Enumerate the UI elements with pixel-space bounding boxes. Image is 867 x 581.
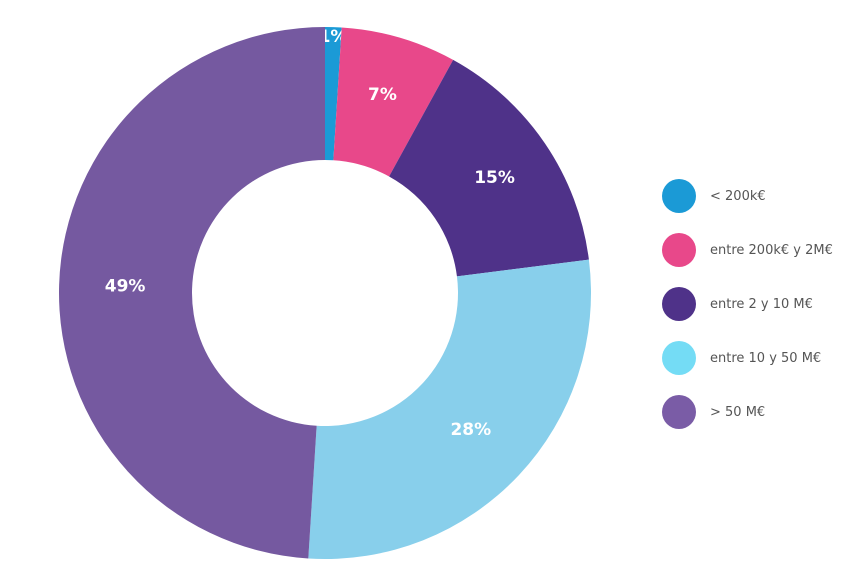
legend: < 200k€ entre 200k€ y 2M€ entre 2 y 10 M…	[662, 178, 833, 448]
legend-label: entre 200k€ y 2M€	[710, 242, 833, 258]
legend-swatch	[662, 179, 696, 213]
slice-label: 49%	[105, 277, 146, 297]
slice-label: 7%	[368, 85, 397, 105]
legend-label: entre 10 y 50 M€	[710, 350, 822, 366]
legend-swatch	[662, 395, 696, 429]
legend-item-lt-200k: < 200k€	[662, 178, 833, 214]
donut-slice	[333, 27, 454, 177]
legend-swatch	[662, 287, 696, 321]
legend-label: > 50 M€	[710, 404, 766, 420]
legend-item-2-10m: entre 2 y 10 M€	[662, 286, 833, 322]
slice-label: 28%	[450, 420, 491, 440]
legend-item-10-50m: entre 10 y 50 M€	[662, 340, 833, 376]
legend-swatch	[662, 341, 696, 375]
slice-label: 15%	[474, 168, 515, 188]
legend-label: entre 2 y 10 M€	[710, 296, 813, 312]
legend-label: < 200k€	[710, 188, 766, 204]
legend-item-200k-2m: entre 200k€ y 2M€	[662, 232, 833, 268]
legend-swatch	[662, 233, 696, 267]
slice-label: 1%	[319, 27, 348, 47]
donut-slice	[59, 27, 326, 559]
donut-slice	[325, 27, 342, 161]
legend-item-gt-50m: > 50 M€	[662, 394, 833, 430]
donut-slice	[389, 59, 589, 277]
donut-slice	[308, 259, 592, 559]
